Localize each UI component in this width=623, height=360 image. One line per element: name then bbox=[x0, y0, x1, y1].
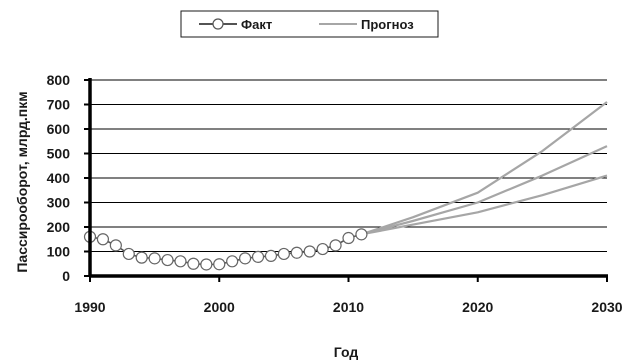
forecast-line-3 bbox=[361, 174, 608, 236]
fact-point-2004 bbox=[264, 249, 278, 263]
y-tick-label-300: 300 bbox=[47, 195, 71, 211]
fact-point-1996 bbox=[161, 253, 174, 267]
x-tick-label-2010: 2010 bbox=[333, 299, 364, 315]
fact-point-2010 bbox=[342, 231, 355, 245]
fact-point-1992 bbox=[109, 239, 122, 252]
fact-point-2008 bbox=[316, 242, 329, 256]
legend-fact-label: Факт bbox=[241, 17, 272, 32]
fact-point-1997 bbox=[174, 255, 187, 268]
fact-point-1998 bbox=[187, 257, 200, 270]
x-tick-label-2000: 2000 bbox=[204, 299, 235, 315]
fact-point-1999 bbox=[200, 258, 213, 271]
fact-point-1991 bbox=[96, 233, 110, 246]
legend-forecast-label: Прогноз bbox=[361, 17, 414, 32]
fact-series bbox=[83, 228, 368, 271]
fact-point-2001 bbox=[226, 255, 239, 268]
fact-point-1995 bbox=[148, 252, 161, 265]
fact-point-2000 bbox=[213, 258, 226, 271]
fact-point-2009 bbox=[329, 239, 342, 252]
forecast-line-1 bbox=[361, 101, 608, 236]
axes bbox=[84, 78, 608, 282]
forecast-line-2 bbox=[361, 145, 608, 236]
y-tick-label-500: 500 bbox=[47, 146, 71, 162]
y-tick-label-0: 0 bbox=[62, 268, 70, 284]
y-tick-labels: 0 100 200 300 400 500 600 700 800 bbox=[47, 72, 71, 284]
forecast-series bbox=[361, 101, 608, 236]
legend: Факт Прогноз bbox=[180, 10, 439, 38]
y-tick-label-800: 800 bbox=[47, 72, 71, 88]
fact-point-2005 bbox=[277, 247, 290, 261]
legend-fact-marker bbox=[212, 18, 224, 30]
gridlines bbox=[90, 79, 607, 252]
y-tick-label-700: 700 bbox=[47, 97, 71, 113]
x-tick-label-2020: 2020 bbox=[462, 299, 493, 315]
x-tick-label-1990: 1990 bbox=[74, 299, 105, 315]
fact-point-1993 bbox=[122, 247, 135, 261]
fact-point-2007 bbox=[303, 245, 316, 258]
fact-point-2006 bbox=[290, 246, 303, 259]
y-tick-label-100: 100 bbox=[47, 244, 71, 260]
y-tick-label-400: 400 bbox=[47, 170, 71, 186]
y-tick-label-200: 200 bbox=[47, 219, 71, 235]
y-axis-title: Пассирооборот, млрд.пкм bbox=[14, 91, 30, 272]
fact-point-2011 bbox=[355, 228, 368, 241]
fact-point-2003 bbox=[251, 250, 265, 263]
x-tick-label-2030: 2030 bbox=[591, 299, 622, 315]
fact-point-2002 bbox=[239, 252, 252, 265]
x-tick-labels: 1990 2000 2010 2020 2030 bbox=[74, 299, 622, 315]
fact-line bbox=[89, 233, 362, 266]
y-tick-label-600: 600 bbox=[47, 121, 71, 137]
fact-point-1994 bbox=[135, 251, 148, 264]
x-axis-title: Год bbox=[334, 344, 359, 360]
